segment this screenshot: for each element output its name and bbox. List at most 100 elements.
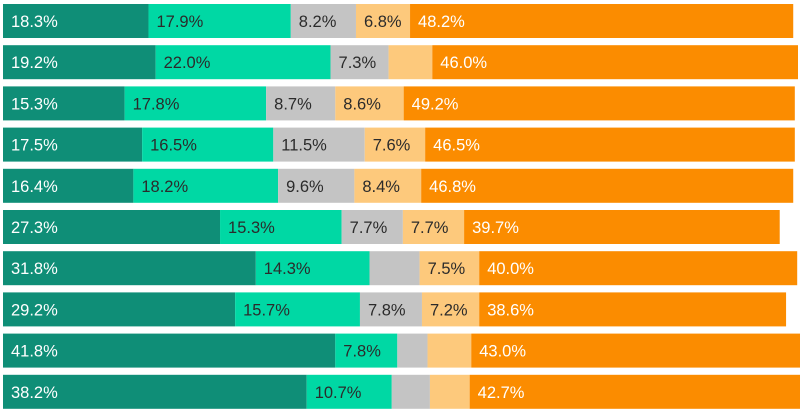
data-label: 7.8% [368,301,406,319]
bar-segment [391,374,430,409]
bar-segment [133,168,279,203]
data-label: 42.7% [478,384,525,402]
bar-segment [410,4,794,38]
data-label: 46.8% [429,178,476,196]
bar-segment [427,333,472,368]
data-label: 17.9% [156,13,203,31]
data-label: 43.0% [479,343,526,361]
bar-row: 19.2% 22.0% 7.3% 46.0% [3,45,798,80]
bar-segment [3,333,336,368]
bar-segment [402,210,465,244]
data-label: 11.5% [281,137,327,155]
data-label: 10.7% [315,384,362,402]
data-label: 14.3% [264,260,311,278]
bar-segment [369,251,420,286]
bar-segment [3,127,143,162]
data-label: 49.2% [412,95,459,113]
bar-segment [335,333,398,368]
bar-segment [335,86,404,121]
bar-segment [479,292,787,327]
bar-segment [3,4,149,38]
bar-segment [403,86,795,121]
data-label: 15.3% [11,95,58,113]
bar-segment [148,4,291,38]
bar-segment [341,210,403,244]
data-label: 7.5% [428,260,466,278]
bar-row: 27.3% 15.3% 7.7% 7.7% 39.7% [3,210,780,244]
bar-segment [432,45,798,80]
bar-segment [266,86,336,121]
bar-segment [3,251,256,286]
data-label: 27.3% [11,219,58,237]
bar-segment [471,333,800,368]
bar-row: 17.5% 16.5% 11.5% 7.6% 46.5% [3,127,795,162]
bar-segment [235,292,360,327]
bar-segment [306,374,392,409]
data-label: 17.8% [133,95,180,113]
bar-segment [3,45,156,80]
bar-segment [388,45,433,80]
bar-segment [3,292,236,327]
bar-segment [142,127,274,162]
bar-segment [290,4,356,38]
bar-segment [354,168,422,203]
bar-segment [3,168,134,203]
bar-segment [421,168,794,203]
data-label: 7.2% [430,301,468,319]
bar-segment [124,86,267,121]
data-label: 22.0% [164,54,211,72]
bar-row: 31.8% 14.3% 7.5% 40.0% [3,251,798,286]
bar-row: 16.4% 18.2% 9.6% 8.4% 46.8% [3,168,794,203]
data-label: 8.6% [343,95,381,113]
data-label: 16.5% [150,137,197,155]
data-label: 7.6% [373,137,411,155]
bar-segment [355,4,411,38]
bar-segment [421,292,480,327]
bar-row: 29.2% 15.7% 7.8% 7.2% 38.6% [3,292,787,327]
bar-segment [255,251,370,286]
bar-segment [330,45,389,80]
bar-segment [220,210,342,244]
bar-segment [419,251,480,286]
data-label: 39.7% [472,219,519,237]
data-label: 8.7% [274,95,312,113]
bar-row: 18.3% 17.9% 8.2% 6.8% 48.2% [3,4,794,38]
bar-segment [469,374,800,409]
bar-segment [464,210,780,244]
bar-segment [3,374,307,409]
data-label: 40.0% [487,260,534,278]
data-label: 46.0% [440,54,487,72]
bar-segment [429,374,470,409]
bar-segment [155,45,331,80]
data-label: 8.2% [299,13,337,31]
data-label: 7.3% [339,54,377,72]
data-label: 6.8% [364,13,402,31]
bar-segment [359,292,422,327]
bar-segment [273,127,365,162]
data-label: 17.5% [11,137,58,155]
data-label: 9.6% [286,178,324,196]
bar-segment [397,333,428,368]
data-label: 29.2% [11,301,58,319]
data-label: 46.5% [433,137,480,155]
data-label: 15.7% [243,301,290,319]
data-label: 38.2% [11,384,58,402]
bar-segment [278,168,355,203]
data-label: 7.7% [411,219,449,237]
bar-row: 41.8% 7.8% 43.0% [3,333,800,368]
bar-row: 38.2% 10.7% 42.7% [3,374,800,409]
data-label: 7.7% [350,219,388,237]
data-label: 16.4% [11,178,58,196]
data-label: 48.2% [418,13,465,31]
bar-segment [479,251,798,286]
data-label: 18.3% [11,13,58,31]
data-label: 41.8% [11,343,58,361]
data-label: 8.4% [362,178,400,196]
bar-row: 15.3% 17.8% 8.7% 8.6% 49.2% [3,86,795,121]
bar-segment [425,127,795,162]
data-label: 18.2% [141,178,188,196]
data-label: 38.6% [487,301,534,319]
data-label: 15.3% [228,219,275,237]
bar-segment [364,127,426,162]
